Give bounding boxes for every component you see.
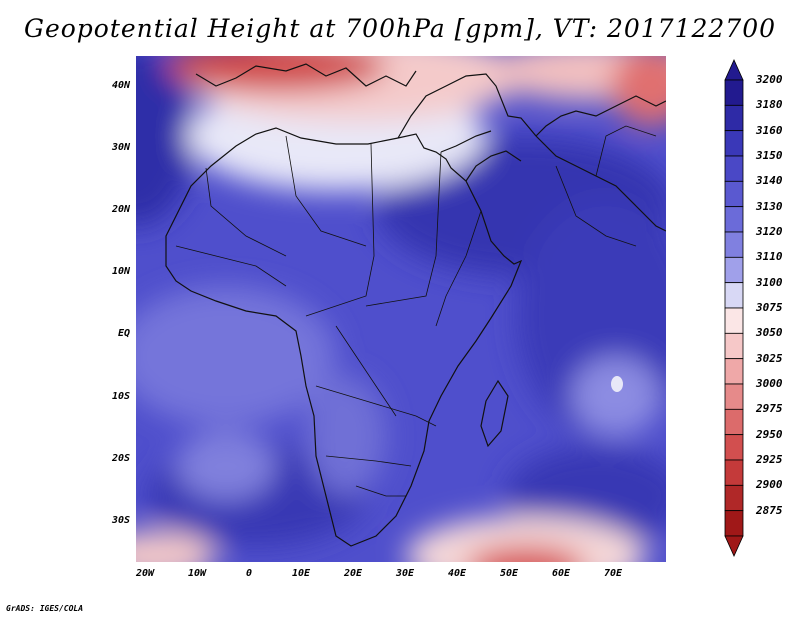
colorbar-swatch bbox=[724, 358, 744, 385]
colorbar-swatch bbox=[724, 282, 744, 309]
coastlines bbox=[165, 63, 666, 547]
colorbar-tick-label: 2950 bbox=[756, 427, 783, 441]
colorbar-tick-label: 3100 bbox=[756, 275, 783, 289]
lat-label-10s: 10S bbox=[111, 391, 130, 402]
lat-label-30s: 30S bbox=[111, 515, 130, 526]
colorbar-swatch bbox=[724, 155, 744, 182]
colorbar-tick-label: 3110 bbox=[756, 250, 783, 264]
colorbar-tick-label: 3140 bbox=[756, 174, 783, 188]
colorbar-swatch bbox=[724, 256, 744, 284]
lon-label-40e: 40E bbox=[447, 568, 467, 579]
colorbar-tick-label: 3160 bbox=[756, 123, 783, 137]
colorbar-tick-label: 3075 bbox=[756, 301, 783, 314]
colorbar-swatch bbox=[724, 383, 744, 410]
colorbar-swatch bbox=[724, 408, 744, 436]
colorbar-swatch bbox=[724, 104, 744, 132]
colorbar-tick-label: 3000 bbox=[756, 377, 783, 390]
colorbar-swatch bbox=[724, 459, 744, 486]
lon-label-20e: 20E bbox=[343, 568, 363, 579]
colorbar-swatch bbox=[724, 130, 744, 157]
colorbar bbox=[724, 58, 744, 562]
height-field bbox=[136, 56, 666, 562]
colorbar-tick-label: 3150 bbox=[756, 149, 783, 162]
colorbar-tick-label: 3025 bbox=[756, 351, 783, 365]
grads-credit: GrADS: IGES/COLA bbox=[6, 604, 84, 613]
lon-label-10w: 10W bbox=[187, 568, 207, 579]
colorbar-swatch bbox=[724, 231, 744, 258]
colorbar-tick-label: 3050 bbox=[756, 326, 783, 340]
lat-label-10n: 10N bbox=[111, 266, 130, 277]
colorbar-swatch bbox=[724, 484, 744, 512]
lon-label-50e: 50E bbox=[499, 568, 519, 579]
lat-label-20s: 20S bbox=[111, 453, 130, 464]
colorbar-tick-label: 2975 bbox=[756, 402, 783, 416]
lat-label-eq: EQ bbox=[117, 328, 130, 339]
colorbar-swatch bbox=[724, 332, 744, 360]
lon-label-0: 0 bbox=[245, 568, 253, 579]
colorbar-swatch bbox=[724, 434, 744, 461]
lon-label-70e: 70E bbox=[603, 568, 623, 579]
map-title: Geopotential Height at 700hPa [gpm], VT:… bbox=[23, 14, 777, 43]
colorbar-swatch bbox=[724, 180, 744, 208]
colorbar-top-arrow bbox=[724, 59, 744, 81]
colorbar-bottom-arrow bbox=[724, 535, 744, 557]
lon-label-30e: 30E bbox=[395, 568, 415, 579]
lat-label-20n: 20N bbox=[111, 204, 130, 215]
colorbar-tick-label: 2900 bbox=[756, 478, 783, 492]
lon-label-10e: 10E bbox=[291, 568, 311, 579]
colorbar-swatch bbox=[724, 307, 744, 334]
colorbar-tick-label: 3180 bbox=[756, 98, 783, 112]
country-borders bbox=[175, 125, 657, 497]
colorbar-swatch bbox=[724, 79, 744, 106]
lon-label-60e: 60E bbox=[551, 568, 571, 579]
geopotential-map bbox=[136, 56, 666, 562]
ridge-center bbox=[611, 376, 623, 392]
lon-label-20w: 20W bbox=[135, 568, 155, 579]
colorbar-swatch bbox=[724, 510, 744, 537]
colorbar-tick-label: 3130 bbox=[756, 199, 783, 213]
colorbar-tick-label: 3120 bbox=[756, 225, 783, 238]
lat-label-30n: 30N bbox=[111, 142, 130, 153]
lat-label-40n: 40N bbox=[111, 80, 130, 91]
colorbar-tick-label: 3200 bbox=[756, 73, 783, 86]
colorbar-tick-label: 2875 bbox=[756, 503, 783, 517]
colorbar-swatch bbox=[724, 206, 744, 233]
colorbar-tick-label: 2925 bbox=[756, 453, 783, 466]
